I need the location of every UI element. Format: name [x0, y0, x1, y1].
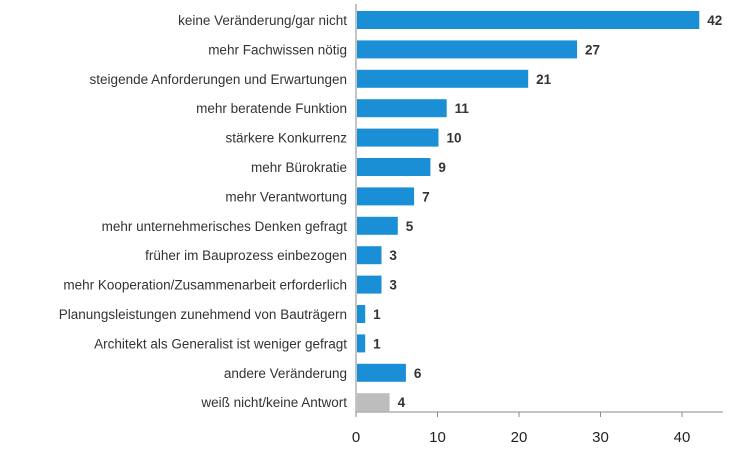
x-tick-label: 40	[674, 429, 691, 446]
value-label: 5	[406, 219, 414, 234]
bar	[357, 334, 366, 353]
category-label: mehr Verantwortung	[225, 189, 347, 204]
bar	[357, 158, 431, 176]
value-label: 1	[373, 336, 381, 351]
category-label: mehr Kooperation/Zusammenarbeit erforder…	[63, 278, 347, 293]
x-tick-label: 20	[511, 429, 528, 446]
category-label: stärkere Konkurrenz	[225, 131, 347, 146]
value-label: 42	[707, 13, 722, 28]
bar	[357, 393, 390, 412]
value-label: 10	[447, 131, 462, 146]
category-label: mehr beratende Funktion	[196, 101, 347, 116]
x-tick-label: 0	[352, 429, 360, 446]
bar	[357, 128, 439, 147]
category-label: mehr Fachwissen nötig	[208, 42, 347, 57]
category-label: Architekt als Generalist ist weniger gef…	[94, 336, 347, 351]
category-label: weiß nicht/keine Antwort	[200, 395, 347, 410]
value-label: 11	[455, 101, 470, 116]
bar	[357, 275, 382, 294]
value-label: 6	[414, 366, 422, 381]
category-label: keine Veränderung/gar nicht	[178, 13, 347, 28]
value-label: 3	[389, 278, 397, 293]
category-label: mehr unternehmerisches Denken gefragt	[102, 219, 348, 234]
category-label: andere Veränderung	[224, 366, 347, 381]
value-label: 9	[438, 160, 446, 175]
bars-layer	[357, 11, 700, 412]
x-axis: 0 10 20 30 40	[352, 4, 723, 446]
x-tick-label: 10	[429, 429, 446, 446]
value-label: 27	[585, 42, 600, 57]
value-label: 4	[398, 395, 406, 410]
x-tick-label: 30	[592, 429, 609, 446]
value-label: 21	[536, 72, 552, 87]
bar	[357, 305, 366, 323]
bar	[357, 40, 578, 59]
value-label: 3	[389, 248, 397, 263]
bar	[357, 11, 700, 29]
bar	[357, 99, 447, 118]
bar	[357, 187, 415, 206]
category-label: steigende Anforderungen und Erwartungen	[90, 72, 347, 87]
value-label: 1	[373, 307, 381, 322]
bar	[357, 216, 398, 235]
category-label: früher im Bauprozess einbezogen	[145, 248, 347, 263]
value-label: 7	[422, 189, 430, 204]
category-label: mehr Bürokratie	[251, 160, 347, 175]
bar	[357, 69, 529, 88]
category-labels: keine Veränderung/gar nicht mehr Fachwiss…	[59, 13, 347, 410]
category-label: Planungsleistungen zunehmend von Bauträg…	[59, 307, 347, 322]
bar	[357, 246, 382, 265]
bar	[357, 363, 406, 382]
